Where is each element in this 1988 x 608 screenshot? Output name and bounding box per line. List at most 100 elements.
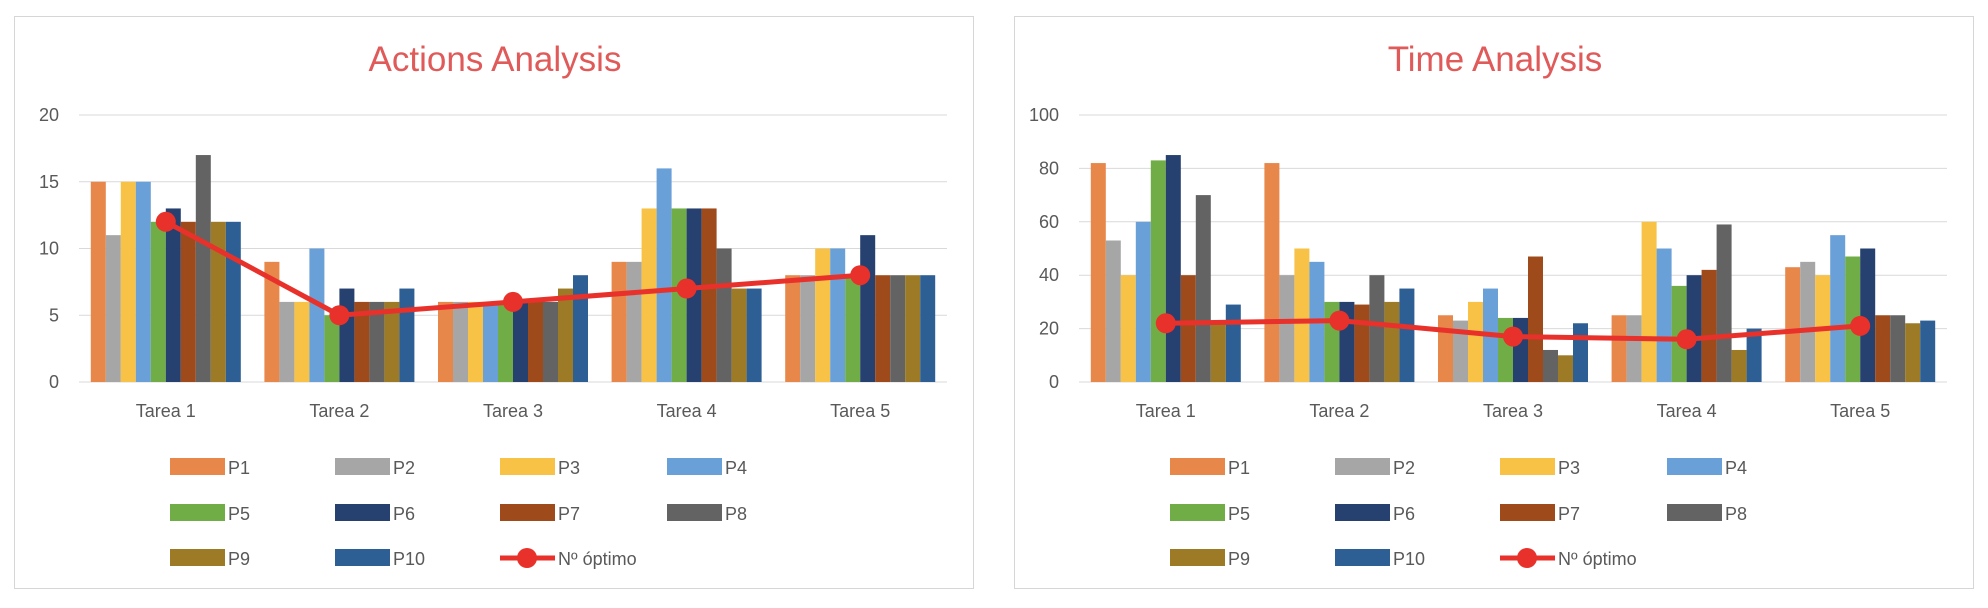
optimum-point-1 bbox=[1155, 313, 1176, 334]
bar-p2-5 bbox=[800, 275, 816, 382]
legend-label: P10 bbox=[1393, 549, 1425, 569]
y-tick-label: 40 bbox=[1039, 265, 1059, 285]
legend-swatch-p4 bbox=[1667, 458, 1722, 475]
bar-p9-1 bbox=[1210, 323, 1226, 382]
bar-p7-3 bbox=[528, 301, 543, 382]
y-tick-label: 60 bbox=[1039, 212, 1059, 232]
bar-p7-5 bbox=[875, 275, 891, 382]
legend-label: P5 bbox=[1228, 504, 1250, 524]
bar-p10-3 bbox=[573, 275, 588, 382]
optimum-point-1 bbox=[155, 211, 176, 232]
x-tick-label: Tarea 1 bbox=[1136, 401, 1196, 421]
optimum-point-4 bbox=[676, 278, 697, 299]
time-analysis-chart: Time Analysis 0 20 40 60 80 100 Tarea 1 Tarea 2 T… bbox=[1029, 40, 1947, 569]
optimum-point-2 bbox=[329, 305, 350, 326]
chart-title: Time Analysis bbox=[1388, 40, 1603, 79]
legend-label: P1 bbox=[1228, 458, 1250, 478]
bar-p4-5 bbox=[830, 248, 846, 382]
legend-swatch-p1 bbox=[170, 458, 225, 475]
bar-p3-4 bbox=[1641, 221, 1657, 382]
legend-label: P10 bbox=[393, 549, 425, 569]
bar-p2-2 bbox=[1279, 275, 1295, 382]
bar-p8-3 bbox=[1543, 349, 1558, 382]
bar-p8-2 bbox=[369, 301, 385, 382]
bar-p10-2 bbox=[399, 288, 415, 382]
bar-p9-4 bbox=[731, 288, 747, 382]
legend-label: P3 bbox=[1558, 458, 1580, 478]
x-tick-label: Tarea 5 bbox=[1830, 401, 1890, 421]
legend-swatch-p9 bbox=[1170, 549, 1225, 566]
bar-p1-3 bbox=[438, 301, 453, 382]
bar-p3-2 bbox=[1294, 248, 1310, 382]
bar-p7-2 bbox=[354, 301, 370, 382]
legend-label: P7 bbox=[1558, 504, 1580, 524]
bar-p7-4 bbox=[701, 208, 717, 382]
legend-swatch-p7 bbox=[500, 504, 555, 521]
legend-swatch-p5 bbox=[170, 504, 225, 521]
bar-p7-1 bbox=[1180, 275, 1196, 382]
optimum-point-3 bbox=[1503, 326, 1523, 347]
bar-p10-1 bbox=[1225, 304, 1241, 382]
bar-p3-2 bbox=[294, 301, 310, 382]
bar-p6-4 bbox=[686, 208, 702, 382]
bar-p1-3 bbox=[1438, 315, 1453, 382]
bar-p8-5 bbox=[890, 275, 906, 382]
bar-p2-3 bbox=[453, 301, 468, 382]
bar-p9-4 bbox=[1731, 349, 1747, 382]
bar-p7-5 bbox=[1875, 315, 1891, 382]
bar-p4-1 bbox=[135, 181, 151, 382]
bar-p10-5 bbox=[920, 275, 936, 382]
bar-p2-4 bbox=[1626, 315, 1642, 382]
bar-p1-5 bbox=[1785, 267, 1801, 382]
bar-p5-5 bbox=[845, 275, 861, 382]
legend-swatch-p8 bbox=[1667, 504, 1722, 521]
bar-p6-1 bbox=[165, 208, 181, 382]
legend-swatch-p10 bbox=[335, 549, 390, 566]
bar-p4-2 bbox=[309, 248, 325, 382]
legend-swatch-p5 bbox=[1170, 504, 1225, 521]
legend-label: P2 bbox=[393, 458, 415, 478]
legend-swatch-p3 bbox=[1500, 458, 1555, 475]
bar-p7-2 bbox=[1354, 304, 1370, 382]
bar-p6-1 bbox=[1165, 155, 1181, 382]
bar-p2-4 bbox=[626, 261, 642, 382]
bar-p3-5 bbox=[815, 248, 831, 382]
bar-p6-5 bbox=[1860, 248, 1876, 382]
bar-p5-2 bbox=[324, 315, 340, 382]
x-tick-label: Tarea 3 bbox=[483, 401, 543, 421]
bar-p3-1 bbox=[1120, 275, 1136, 382]
bar-p10-1 bbox=[225, 221, 241, 382]
y-tick-label: 20 bbox=[39, 105, 59, 125]
actions-analysis-panel: Actions Analysis 0 5 10 15 20 Tarea 1 Tarea 2 Ta… bbox=[14, 16, 974, 589]
legend-label: P9 bbox=[1228, 549, 1250, 569]
legend-label: P9 bbox=[228, 549, 250, 569]
y-tick-label: 100 bbox=[1029, 105, 1059, 125]
bar-p8-1 bbox=[195, 155, 211, 382]
y-tick-label: 20 bbox=[1039, 319, 1059, 339]
optimum-point-5 bbox=[850, 265, 871, 286]
bar-p8-1 bbox=[1195, 195, 1211, 382]
y-tick-label: 0 bbox=[1049, 372, 1059, 392]
bar-p6-3 bbox=[513, 301, 528, 382]
legend-swatch-p6 bbox=[335, 504, 390, 521]
x-tick-label: Tarea 4 bbox=[657, 401, 717, 421]
legend-swatch-p8 bbox=[667, 504, 722, 521]
bar-p5-5 bbox=[1845, 256, 1861, 382]
bar-p4-1 bbox=[1135, 221, 1151, 382]
bar-p9-1 bbox=[210, 221, 226, 382]
bar-p7-4 bbox=[1701, 269, 1717, 382]
bar-p8-5 bbox=[1890, 315, 1906, 382]
x-tick-label: Tarea 5 bbox=[830, 401, 890, 421]
legend-label: P2 bbox=[1393, 458, 1415, 478]
bar-p1-1 bbox=[90, 181, 106, 382]
bar-p5-4 bbox=[671, 208, 687, 382]
bar-p1-1 bbox=[1090, 163, 1106, 382]
bar-p6-2 bbox=[339, 288, 355, 382]
legend-label: Nº óptimo bbox=[558, 549, 637, 569]
legend-swatch-p1 bbox=[1170, 458, 1225, 475]
legend-label: P5 bbox=[228, 504, 250, 524]
bar-p6-4 bbox=[1686, 275, 1702, 382]
legend-label: P7 bbox=[558, 504, 580, 524]
y-tick-label: 80 bbox=[1039, 158, 1059, 178]
legend-swatch-p3 bbox=[500, 458, 555, 475]
